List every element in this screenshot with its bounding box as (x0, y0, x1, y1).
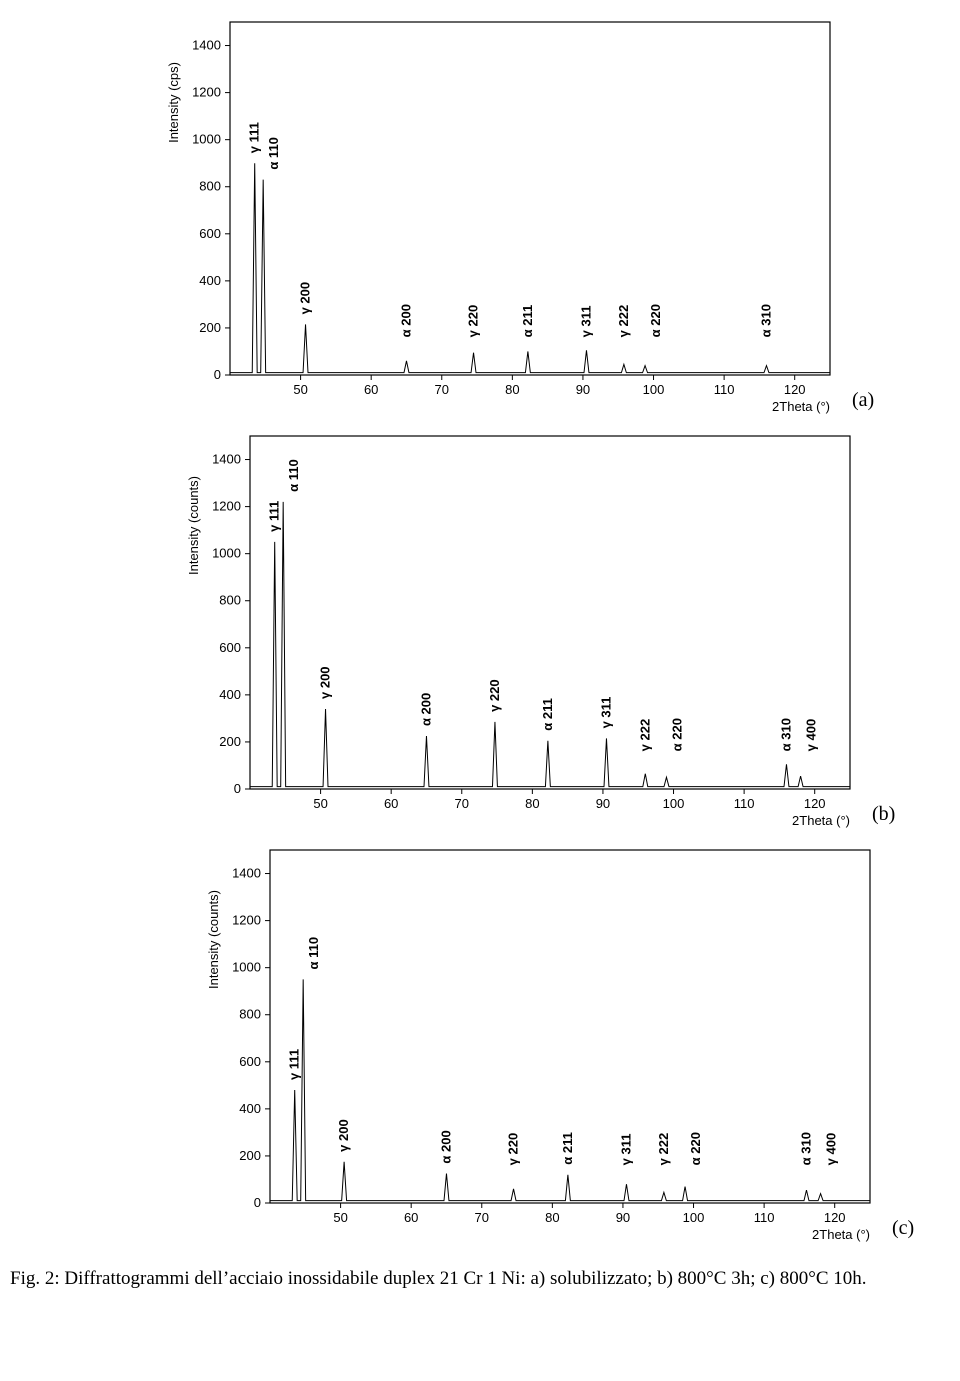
svg-text:50: 50 (313, 796, 327, 811)
svg-text:α 211: α 211 (540, 698, 555, 731)
svg-text:γ 311: γ 311 (618, 1134, 633, 1166)
subplot-label-c: (c) (892, 1217, 914, 1240)
svg-text:600: 600 (239, 1054, 261, 1069)
svg-text:γ 200: γ 200 (318, 666, 333, 699)
svg-text:Intensity (counts): Intensity (counts) (186, 476, 201, 575)
svg-text:800: 800 (239, 1007, 261, 1022)
svg-text:60: 60 (364, 382, 378, 397)
svg-text:70: 70 (455, 796, 469, 811)
svg-text:α 220: α 220 (648, 304, 663, 337)
subplot-label-b: (b) (872, 803, 895, 826)
svg-text:γ 400: γ 400 (824, 1133, 839, 1166)
svg-text:1200: 1200 (192, 85, 221, 100)
svg-text:2Theta (°): 2Theta (°) (812, 1227, 870, 1242)
svg-text:80: 80 (525, 796, 539, 811)
svg-text:α 110: α 110 (286, 459, 301, 492)
svg-text:0: 0 (214, 367, 221, 382)
svg-text:γ 220: γ 220 (487, 679, 502, 712)
svg-text:γ 111: γ 111 (267, 501, 282, 532)
subplot-label-a: (a) (852, 389, 874, 412)
svg-text:100: 100 (663, 796, 685, 811)
svg-text:60: 60 (384, 796, 398, 811)
svg-text:400: 400 (219, 687, 241, 702)
svg-text:γ 111: γ 111 (247, 122, 262, 153)
svg-text:α 220: α 220 (688, 1132, 703, 1165)
svg-text:α 310: α 310 (798, 1132, 813, 1165)
svg-text:1200: 1200 (232, 913, 261, 928)
svg-text:γ 222: γ 222 (656, 1133, 671, 1166)
svg-text:1400: 1400 (212, 452, 241, 467)
svg-text:600: 600 (219, 640, 241, 655)
svg-text:0: 0 (234, 781, 241, 796)
svg-text:60: 60 (404, 1210, 418, 1225)
svg-text:γ 222: γ 222 (616, 305, 631, 338)
svg-text:200: 200 (199, 320, 221, 335)
svg-text:90: 90 (596, 796, 610, 811)
svg-text:α 110: α 110 (306, 937, 321, 970)
svg-text:2Theta (°): 2Theta (°) (792, 813, 850, 828)
svg-text:2Theta (°): 2Theta (°) (772, 399, 830, 414)
svg-text:γ 200: γ 200 (336, 1119, 351, 1152)
svg-text:γ 111: γ 111 (287, 1049, 302, 1080)
svg-text:110: 110 (714, 382, 735, 397)
svg-text:120: 120 (824, 1210, 846, 1225)
svg-text:γ 400: γ 400 (804, 719, 819, 752)
svg-text:600: 600 (199, 226, 221, 241)
svg-text:1200: 1200 (212, 499, 241, 514)
svg-text:α 310: α 310 (758, 304, 773, 337)
svg-text:1400: 1400 (232, 866, 261, 881)
svg-text:α 200: α 200 (438, 1130, 453, 1163)
svg-text:α 220: α 220 (669, 718, 684, 751)
svg-text:90: 90 (576, 382, 590, 397)
svg-text:800: 800 (199, 179, 221, 194)
svg-text:100: 100 (683, 1210, 705, 1225)
svg-text:1000: 1000 (212, 546, 241, 561)
xrd-panel-b: 0 200 400 600 800 1000 1200 1400 50 60 70 80 90 100 11… (110, 424, 960, 834)
svg-text:400: 400 (239, 1101, 261, 1116)
svg-text:γ 222: γ 222 (637, 719, 652, 752)
svg-text:γ 220: γ 220 (506, 1133, 521, 1166)
svg-text:70: 70 (435, 382, 449, 397)
svg-text:α 200: α 200 (418, 693, 433, 726)
svg-text:80: 80 (545, 1210, 559, 1225)
svg-text:200: 200 (239, 1148, 261, 1163)
svg-text:γ 220: γ 220 (466, 305, 481, 338)
xrd-figure: 0200400600800100012001400506070809010011… (10, 10, 960, 1248)
svg-text:γ 311: γ 311 (598, 697, 613, 729)
svg-text:γ 200: γ 200 (298, 282, 313, 315)
svg-text:120: 120 (804, 796, 826, 811)
svg-text:800: 800 (219, 593, 241, 608)
svg-text:Intensity (cps): Intensity (cps) (166, 62, 181, 143)
svg-text:50: 50 (333, 1210, 347, 1225)
figure-caption: Fig. 2: Diffrattogrammi dell’acciaio ino… (10, 1266, 960, 1292)
svg-text:120: 120 (784, 382, 806, 397)
svg-text:Intensity (counts): Intensity (counts) (206, 890, 221, 989)
svg-text:110: 110 (754, 1210, 775, 1225)
svg-text:α 110: α 110 (266, 137, 281, 170)
xrd-panel-c: 0 200 400 600 800 1000 1200 1400 50 60 70 80 90 100 11… (130, 838, 960, 1248)
svg-text:100: 100 (643, 382, 665, 397)
svg-text:80: 80 (505, 382, 519, 397)
svg-text:α 211: α 211 (560, 1132, 575, 1165)
svg-text:α 200: α 200 (398, 304, 413, 337)
svg-text:50: 50 (293, 382, 307, 397)
svg-text:1000: 1000 (232, 960, 261, 975)
svg-text:110: 110 (734, 796, 755, 811)
svg-text:α 310: α 310 (778, 718, 793, 751)
svg-text:1000: 1000 (192, 132, 221, 147)
svg-text:90: 90 (616, 1210, 630, 1225)
svg-text:200: 200 (219, 734, 241, 749)
svg-text:400: 400 (199, 273, 221, 288)
svg-text:0: 0 (254, 1195, 261, 1210)
svg-text:α 211: α 211 (520, 305, 535, 338)
svg-text:1400: 1400 (192, 38, 221, 53)
svg-text:γ 311: γ 311 (578, 306, 593, 338)
svg-text:70: 70 (475, 1210, 489, 1225)
xrd-panel-a: 0 200 400 600 800 1000 1200 1400 50 60 70 80 90 100 11… (90, 10, 960, 420)
